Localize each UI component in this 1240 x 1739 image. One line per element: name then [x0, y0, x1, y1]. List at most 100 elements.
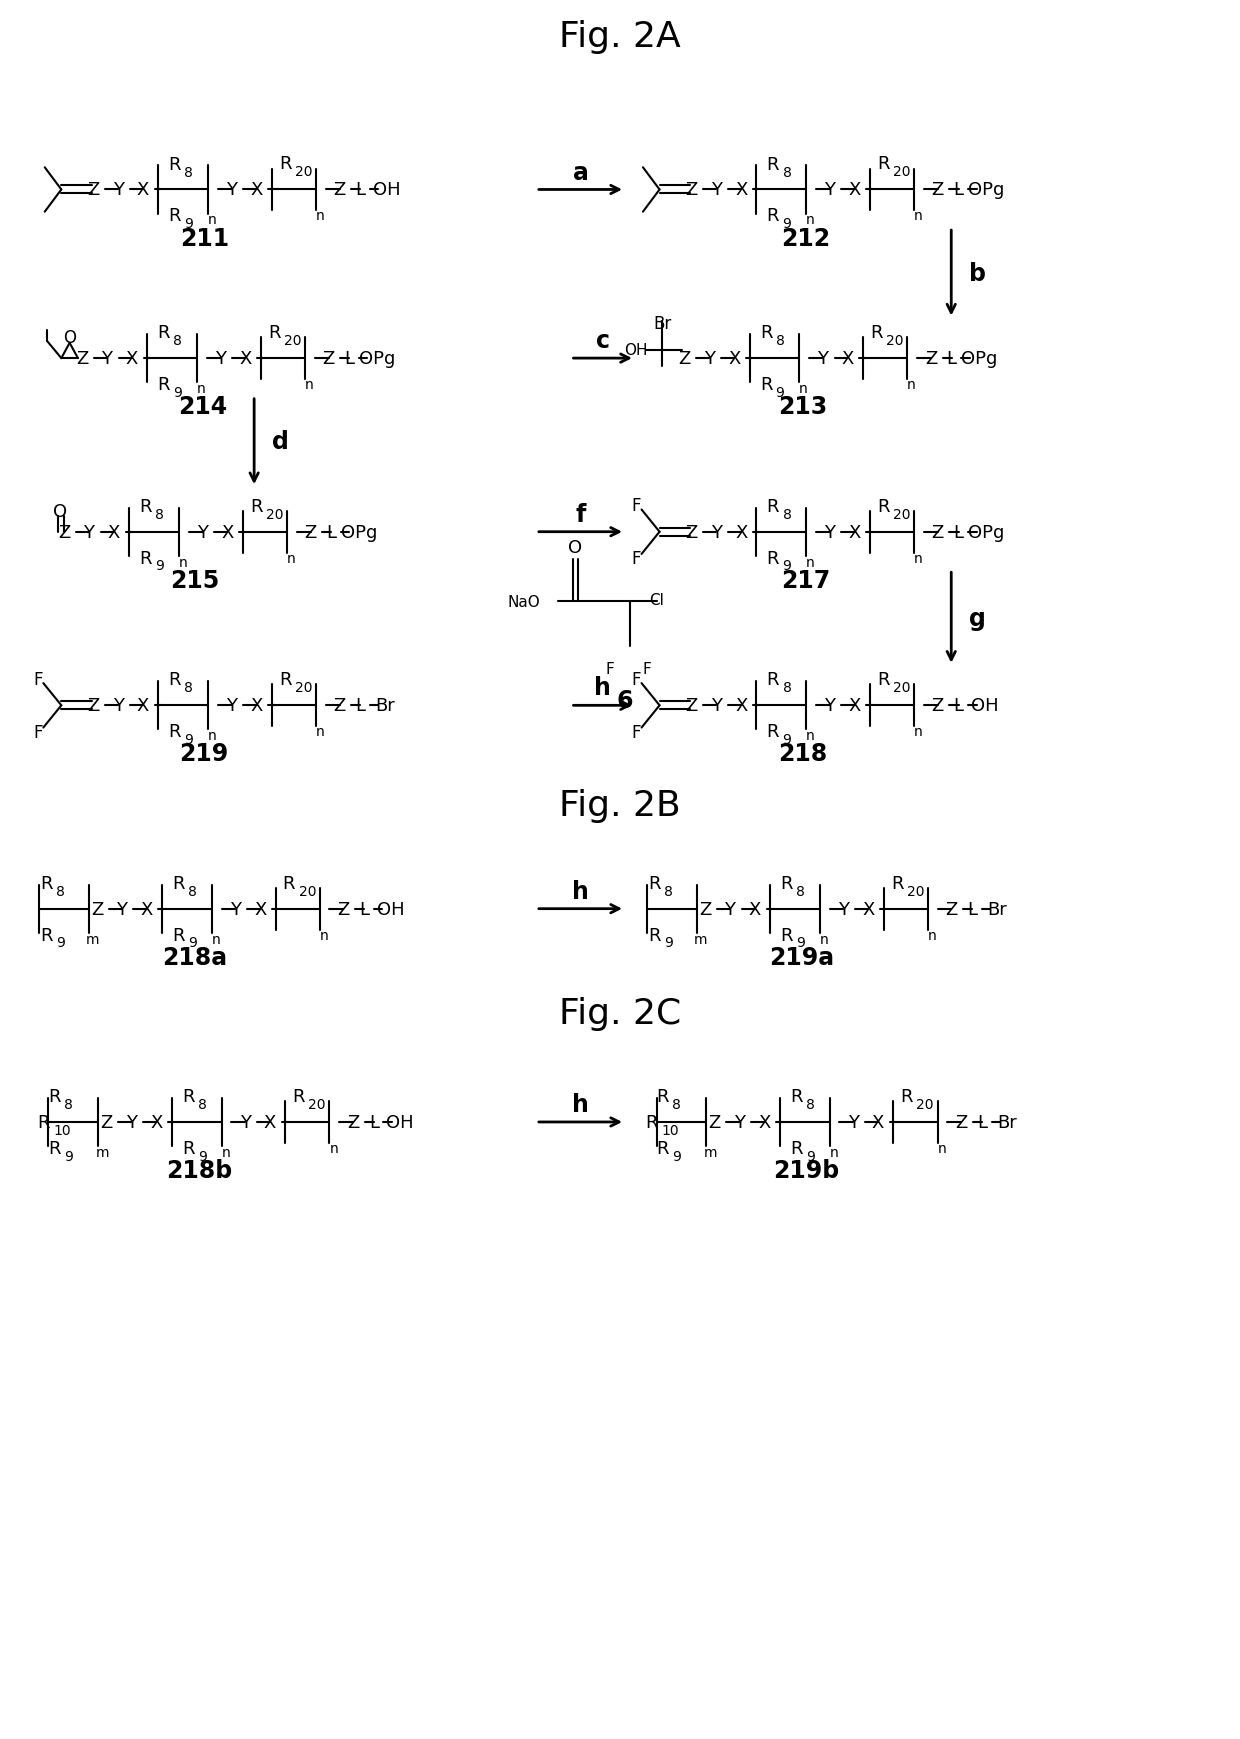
Text: OPg: OPg [341, 523, 377, 541]
Text: Y: Y [724, 901, 735, 918]
Text: n: n [305, 377, 314, 391]
Text: n: n [221, 1146, 231, 1160]
Text: 211: 211 [180, 226, 229, 250]
Text: n: n [830, 1146, 838, 1160]
Text: R: R [649, 925, 661, 944]
Text: n: n [316, 209, 325, 223]
Text: 20: 20 [284, 334, 301, 348]
Text: 20: 20 [916, 1097, 934, 1111]
Text: Z: Z [87, 181, 99, 200]
Text: OH: OH [377, 901, 404, 918]
Text: Z: Z [304, 523, 316, 541]
Text: 213: 213 [777, 395, 827, 419]
Text: Z: Z [708, 1113, 720, 1132]
Text: g: g [968, 607, 986, 630]
Text: R: R [890, 875, 903, 892]
Text: Z: Z [955, 1113, 967, 1132]
Text: Y: Y [734, 1113, 745, 1132]
Text: X: X [254, 901, 267, 918]
Text: Fig. 2A: Fig. 2A [559, 19, 681, 54]
Text: 219a: 219a [770, 946, 835, 969]
Text: 8: 8 [782, 165, 791, 179]
Text: X: X [759, 1113, 771, 1132]
Text: X: X [848, 697, 861, 715]
Text: OH: OH [971, 697, 998, 715]
Text: m: m [95, 1146, 109, 1160]
Text: 8: 8 [806, 1097, 815, 1111]
Text: Y: Y [83, 523, 94, 541]
Text: Z: Z [334, 697, 346, 715]
Text: 219: 219 [179, 743, 228, 765]
Text: R: R [649, 875, 661, 892]
Text: R: R [900, 1087, 913, 1106]
Text: 9: 9 [155, 560, 164, 574]
Text: Y: Y [825, 181, 836, 200]
Text: R: R [766, 550, 779, 567]
Text: 217: 217 [781, 569, 830, 593]
Text: Z: Z [699, 901, 712, 918]
Text: Z: Z [686, 523, 698, 541]
Text: 20: 20 [906, 883, 924, 897]
Text: Cl: Cl [650, 593, 665, 607]
Text: 10: 10 [53, 1123, 71, 1137]
Text: X: X [735, 181, 748, 200]
Text: 9: 9 [185, 732, 193, 746]
Text: Z: Z [931, 523, 944, 541]
Text: R: R [169, 155, 181, 174]
Text: Y: Y [126, 1113, 138, 1132]
Text: R: R [279, 155, 291, 174]
Text: 6: 6 [616, 689, 634, 713]
Text: 9: 9 [775, 386, 785, 400]
Text: 9: 9 [197, 1149, 207, 1163]
Text: h: h [572, 1092, 589, 1116]
Text: n: n [928, 929, 936, 943]
Text: n: n [286, 551, 295, 565]
Text: 9: 9 [665, 936, 673, 949]
Text: F: F [605, 663, 615, 676]
Text: 9: 9 [782, 732, 791, 746]
Text: n: n [179, 555, 187, 569]
Text: X: X [872, 1113, 884, 1132]
Text: R: R [766, 207, 779, 224]
Text: m: m [86, 932, 99, 946]
Text: 9: 9 [56, 936, 64, 949]
Text: 214: 214 [179, 395, 227, 419]
Text: 8: 8 [56, 883, 64, 899]
Text: Y: Y [817, 350, 828, 369]
Text: f: f [575, 503, 585, 527]
Text: 20: 20 [265, 508, 283, 522]
Text: R: R [48, 1087, 61, 1106]
Text: Z: Z [931, 181, 944, 200]
Text: h: h [594, 676, 611, 701]
Text: R: R [37, 1113, 50, 1132]
Text: Y: Y [117, 901, 128, 918]
Text: Br: Br [997, 1113, 1017, 1132]
Text: L: L [967, 901, 977, 918]
Text: 9: 9 [782, 560, 791, 574]
Text: Y: Y [848, 1113, 858, 1132]
Text: 20: 20 [893, 165, 910, 179]
Text: R: R [790, 1139, 802, 1156]
Text: L: L [345, 350, 355, 369]
Text: O: O [568, 539, 583, 556]
Text: 219b: 219b [773, 1158, 839, 1183]
Text: n: n [914, 209, 923, 223]
Text: n: n [806, 214, 815, 228]
Text: L: L [954, 697, 963, 715]
Text: n: n [914, 551, 923, 565]
Text: 8: 8 [782, 508, 791, 522]
Text: O: O [63, 329, 76, 346]
Text: 8: 8 [672, 1097, 681, 1111]
Text: Z: Z [87, 697, 99, 715]
Text: Z: Z [100, 1113, 113, 1132]
Text: 218: 218 [779, 743, 828, 765]
Text: Y: Y [226, 181, 237, 200]
Text: F: F [642, 663, 651, 676]
Text: R: R [766, 155, 779, 174]
Text: L: L [360, 901, 370, 918]
Text: X: X [728, 350, 740, 369]
Text: n: n [212, 932, 221, 946]
Text: 8: 8 [188, 883, 197, 899]
Text: b: b [968, 261, 986, 285]
Text: R: R [157, 376, 170, 393]
